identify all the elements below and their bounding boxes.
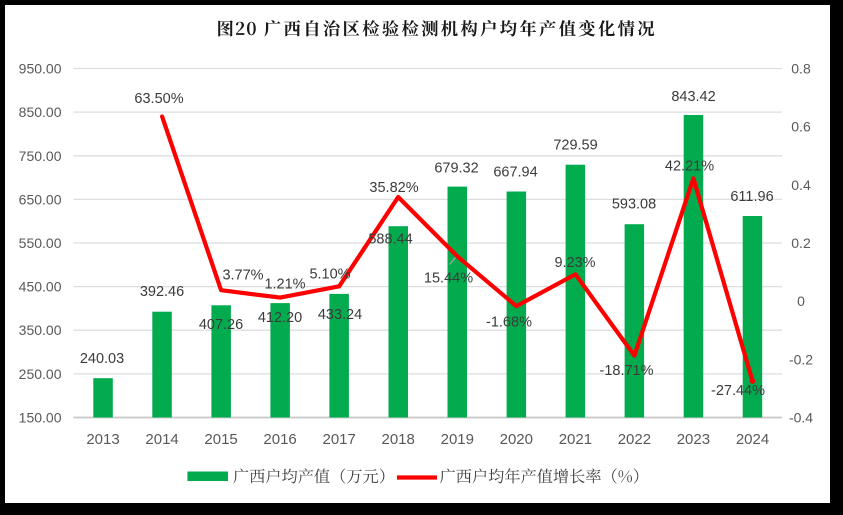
svg-text:593.08: 593.08 xyxy=(612,197,656,213)
svg-text:150.00: 150.00 xyxy=(19,410,62,426)
svg-text:750.00: 750.00 xyxy=(19,148,62,164)
svg-text:-0.4: -0.4 xyxy=(789,410,813,426)
svg-text:2020: 2020 xyxy=(500,431,533,448)
svg-text:2023: 2023 xyxy=(677,431,710,448)
svg-text:433.24: 433.24 xyxy=(318,307,362,323)
svg-text:0.6: 0.6 xyxy=(791,119,811,135)
svg-text:9.23%: 9.23% xyxy=(554,255,595,271)
svg-text:2018: 2018 xyxy=(382,431,415,448)
svg-text:0: 0 xyxy=(797,293,805,309)
svg-text:-18.71%: -18.71% xyxy=(599,363,653,379)
svg-text:2016: 2016 xyxy=(263,431,296,448)
svg-text:550.00: 550.00 xyxy=(19,235,62,251)
svg-text:843.42: 843.42 xyxy=(671,89,715,105)
svg-text:2017: 2017 xyxy=(323,431,356,448)
svg-text:350.00: 350.00 xyxy=(19,322,62,338)
svg-text:950.00: 950.00 xyxy=(19,61,62,77)
svg-text:588.44: 588.44 xyxy=(368,232,412,248)
svg-text:3.77%: 3.77% xyxy=(222,268,263,284)
svg-text:42.21%: 42.21% xyxy=(665,159,714,175)
svg-text:729.59: 729.59 xyxy=(553,138,597,154)
svg-text:412.20: 412.20 xyxy=(258,310,302,326)
svg-text:2024: 2024 xyxy=(736,431,769,448)
svg-text:-0.2: -0.2 xyxy=(789,351,813,367)
svg-text:2022: 2022 xyxy=(618,431,651,448)
svg-text:611.96: 611.96 xyxy=(730,189,773,205)
svg-text:63.50%: 63.50% xyxy=(134,91,183,107)
svg-text:2021: 2021 xyxy=(559,431,592,448)
svg-text:392.46: 392.46 xyxy=(140,284,184,300)
svg-text:5.10%: 5.10% xyxy=(309,267,350,283)
svg-text:0.2: 0.2 xyxy=(791,235,811,251)
svg-text:450.00: 450.00 xyxy=(19,279,62,295)
svg-text:667.94: 667.94 xyxy=(493,165,537,181)
svg-text:2013: 2013 xyxy=(86,431,119,448)
svg-text:2015: 2015 xyxy=(204,431,237,448)
svg-text:1.21%: 1.21% xyxy=(264,277,305,293)
svg-text:2014: 2014 xyxy=(145,431,178,448)
svg-text:35.82%: 35.82% xyxy=(369,180,418,196)
svg-text:407.26: 407.26 xyxy=(199,317,243,333)
svg-text:850.00: 850.00 xyxy=(19,104,62,120)
svg-text:650.00: 650.00 xyxy=(19,191,62,207)
svg-text:0.4: 0.4 xyxy=(791,177,811,193)
svg-text:240.03: 240.03 xyxy=(80,351,124,367)
svg-text:-27.44%: -27.44% xyxy=(711,383,765,399)
svg-text:679.32: 679.32 xyxy=(434,161,478,177)
svg-text:250.00: 250.00 xyxy=(19,366,62,382)
svg-text:15.44%: 15.44% xyxy=(424,271,473,287)
svg-text:0.8: 0.8 xyxy=(791,61,811,77)
svg-text:-1.68%: -1.68% xyxy=(486,315,532,331)
svg-text:2019: 2019 xyxy=(441,431,474,448)
